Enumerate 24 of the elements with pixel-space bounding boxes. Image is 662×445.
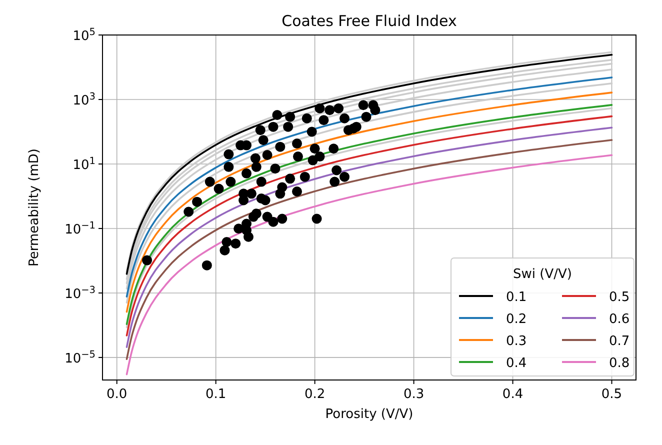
legend-label: 0.1 bbox=[506, 290, 527, 305]
legend-label: 0.6 bbox=[609, 312, 630, 327]
x-tick-label: 0.2 bbox=[304, 387, 326, 402]
y-tick-label: 10$^{5}$ bbox=[72, 26, 96, 44]
legend-label: 0.5 bbox=[609, 290, 630, 305]
legend-title: Swi (V/V) bbox=[513, 267, 572, 282]
x-tick-label: 0.1 bbox=[205, 387, 226, 402]
y-tick-label: 10$^{−1}$ bbox=[64, 220, 96, 238]
x-axis-title: Porosity (V/V) bbox=[325, 407, 414, 422]
y-axis-title: Permeability (mD) bbox=[27, 148, 42, 266]
y-tick-label: 10$^{−5}$ bbox=[64, 348, 96, 366]
legend-label: 0.7 bbox=[609, 334, 630, 349]
legend-label: 0.8 bbox=[609, 356, 630, 371]
y-tick-label: 10$^{3}$ bbox=[72, 90, 96, 108]
y-tick-label: 10$^{1}$ bbox=[72, 155, 96, 173]
x-tick-label: 0.0 bbox=[106, 387, 128, 402]
x-tick-label: 0.3 bbox=[403, 387, 424, 402]
chart-title: Coates Free Fluid Index bbox=[282, 12, 457, 30]
legend-label: 0.2 bbox=[506, 312, 527, 327]
y-tick-label: 10$^{−3}$ bbox=[64, 284, 96, 302]
x-tick-label: 0.4 bbox=[502, 387, 524, 402]
legend-label: 0.3 bbox=[506, 334, 527, 349]
legend-label: 0.4 bbox=[506, 356, 527, 371]
x-tick-label: 0.5 bbox=[601, 387, 622, 402]
